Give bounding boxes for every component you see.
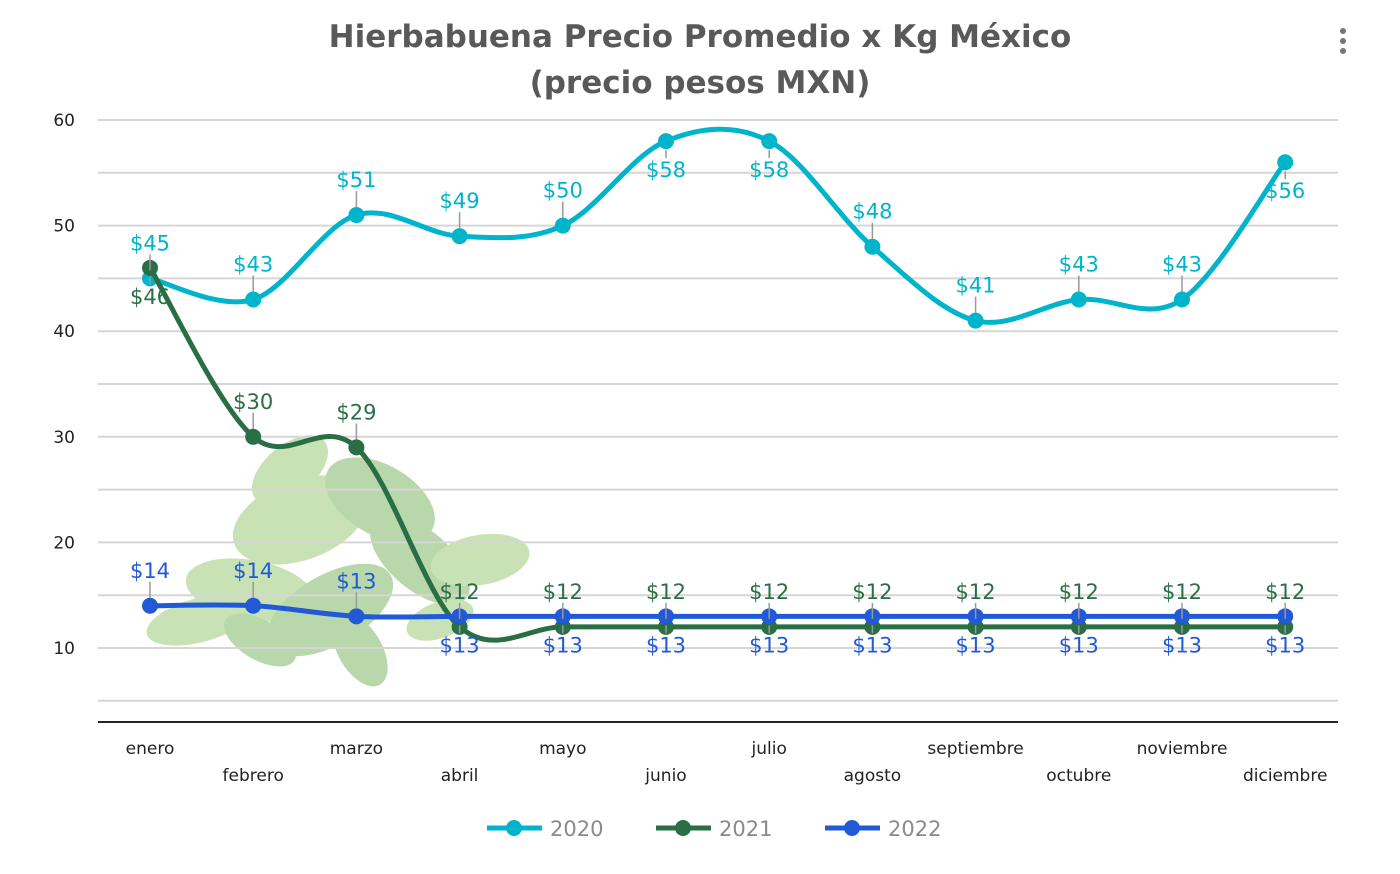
chart-title: Hierbabuena Precio Promedio x Kg México …	[0, 14, 1400, 106]
data-label: $13	[1265, 633, 1305, 657]
data-point-2020	[658, 133, 674, 150]
data-point-2022	[348, 608, 365, 625]
data-label: $13	[749, 633, 789, 657]
legend-label-2022[interactable]: 2022	[888, 817, 941, 841]
data-label: $43	[1059, 253, 1099, 277]
data-label: $12	[646, 580, 686, 604]
leaf	[332, 613, 388, 687]
data-label: $12	[543, 580, 583, 604]
x-tick-label: julio	[751, 739, 787, 759]
leaf	[430, 533, 530, 587]
data-point-2022	[245, 597, 262, 614]
x-tick-label: marzo	[330, 739, 383, 759]
data-label: $46	[130, 285, 170, 309]
y-tick-label: 60	[53, 111, 75, 131]
x-tick-label: noviembre	[1137, 739, 1228, 759]
data-label: $13	[852, 633, 892, 657]
data-label: $12	[1265, 580, 1305, 604]
data-label: $12	[440, 580, 480, 604]
series-line-2020	[149, 126, 1288, 325]
data-point-2020	[451, 228, 468, 245]
y-tick-label: 50	[53, 217, 75, 237]
legend-label-2020[interactable]: 2020	[550, 817, 603, 841]
legend-marker	[506, 820, 522, 836]
data-label: $14	[130, 559, 170, 583]
title-line: Hierbabuena Precio Promedio x Kg México	[328, 19, 1072, 55]
y-tick-label: 30	[53, 428, 75, 448]
data-label: $13	[1059, 633, 1099, 657]
x-tick-label: abril	[441, 766, 479, 786]
data-point-2020	[1174, 291, 1190, 308]
data-label: $41	[956, 274, 996, 298]
leaf	[266, 563, 394, 657]
legend-marker	[675, 820, 691, 836]
data-label: $48	[852, 200, 892, 224]
data-label: $45	[130, 231, 170, 255]
data-label: $13	[543, 633, 583, 657]
data-label: $13	[956, 633, 996, 657]
data-point-2020	[245, 291, 262, 308]
data-point-2021	[245, 428, 262, 445]
data-label: $50	[543, 179, 583, 203]
data-label: $29	[336, 400, 376, 424]
legend-marker	[844, 820, 860, 836]
data-label: $13	[1162, 633, 1202, 657]
data-label: $14	[233, 559, 273, 583]
data-point-2020	[864, 238, 881, 255]
data-point-2020	[967, 312, 984, 329]
data-point-2022	[142, 597, 158, 614]
legend-label-2021[interactable]: 2021	[719, 817, 772, 841]
y-tick-label: 20	[53, 533, 75, 553]
data-label: $51	[336, 168, 376, 192]
x-tick-label: diciembre	[1243, 766, 1327, 786]
data-label: $12	[852, 580, 892, 604]
data-label: $43	[1162, 253, 1202, 277]
data-point-2020	[1277, 154, 1294, 171]
data-point-2020	[1070, 291, 1087, 308]
data-label: $58	[749, 158, 789, 182]
data-point-2021	[348, 439, 365, 456]
y-tick-label: 10	[53, 639, 75, 659]
data-point-2020	[348, 207, 365, 224]
data-label: $13	[440, 633, 480, 657]
data-label: $13	[646, 633, 686, 657]
more-vertical-icon[interactable]	[1338, 28, 1348, 58]
leaf	[223, 613, 297, 667]
series-line-2022	[149, 602, 1286, 620]
data-label: $12	[1162, 580, 1202, 604]
x-tick-label: febrero	[223, 766, 284, 786]
data-label: $12	[749, 580, 789, 604]
subtitle-line: (precio pesos MXN)	[529, 65, 871, 101]
x-tick-label: octubre	[1046, 766, 1111, 786]
x-tick-label: mayo	[539, 739, 586, 759]
data-label: $49	[440, 189, 480, 213]
data-label: $30	[233, 390, 273, 414]
x-tick-label: enero	[126, 739, 175, 759]
data-point-2020	[554, 217, 571, 234]
data-label: $43	[233, 253, 273, 277]
y-tick-label: 40	[53, 322, 75, 342]
x-tick-label: agosto	[844, 766, 902, 786]
data-label: $13	[336, 569, 376, 593]
x-tick-label: junio	[644, 766, 686, 786]
data-point-2020	[761, 133, 778, 150]
leaf	[251, 435, 329, 505]
data-label: $58	[646, 158, 686, 182]
data-label: $12	[1059, 580, 1099, 604]
x-tick-label: septiembre	[927, 739, 1023, 759]
data-label: $56	[1265, 179, 1305, 203]
data-label: $12	[956, 580, 996, 604]
